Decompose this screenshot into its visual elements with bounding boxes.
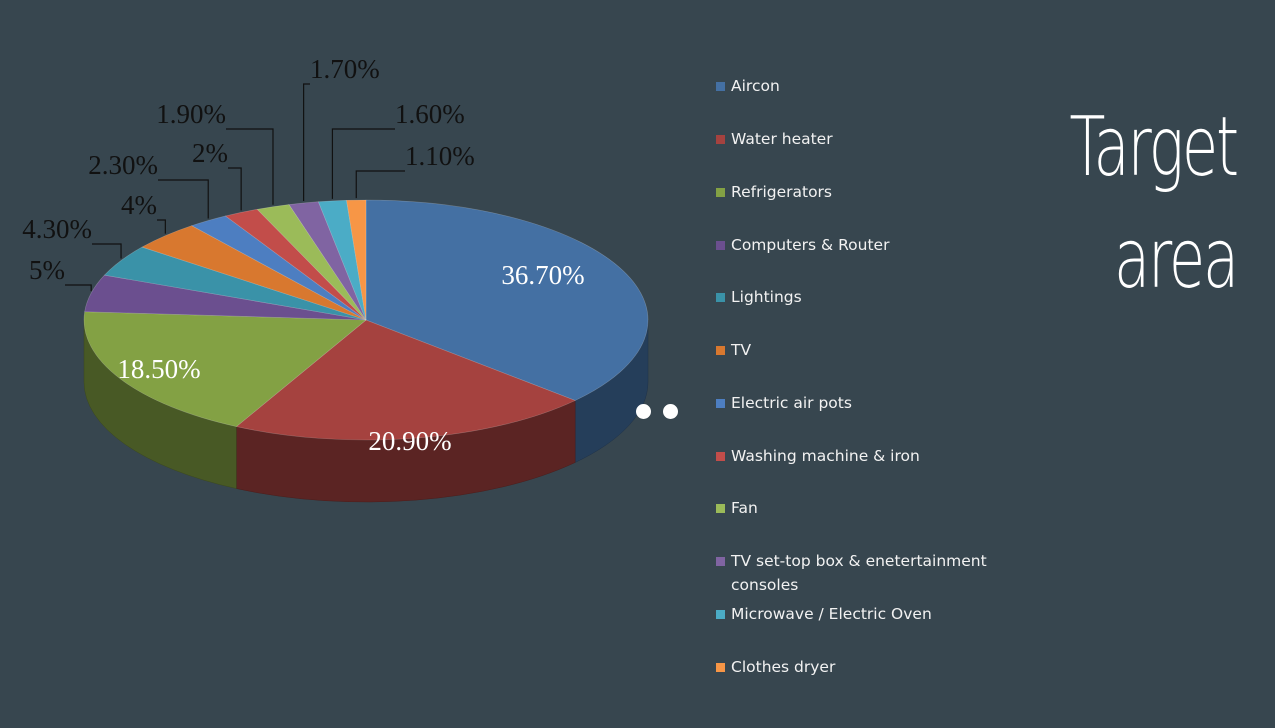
pie-data-labels: 36.70% 20.90% 18.50% 5% 4.30% 4% 2.30% 2% 1.90% 1… xyxy=(22,54,584,456)
pie-data-label: 4% xyxy=(121,190,157,220)
pie-slice xyxy=(84,274,367,321)
legend-swatch xyxy=(716,241,725,250)
legend-label: Washing machine & iron xyxy=(731,447,920,465)
legend-swatch xyxy=(716,399,725,408)
slide-dot xyxy=(636,404,651,419)
legend-label: Computers & Router xyxy=(731,236,890,254)
pie-slice xyxy=(365,199,649,401)
legend-label: Aircon xyxy=(731,77,780,95)
leader-line xyxy=(355,170,405,199)
pie-data-label: 2.30% xyxy=(88,150,158,180)
legend-item: Clothes dryer xyxy=(716,655,1001,679)
pie-data-label: 1.10% xyxy=(405,141,475,171)
legend-label: Electric air pots xyxy=(731,394,852,412)
pie-data-label: 18.50% xyxy=(117,354,200,384)
legend-item: Water heater xyxy=(716,127,1001,151)
leader-line xyxy=(226,128,274,205)
leader-line xyxy=(65,284,92,292)
leader-line xyxy=(92,243,122,259)
legend-label: Microwave / Electric Oven xyxy=(731,605,932,623)
legend-item: Washing machine & iron xyxy=(716,444,1001,468)
legend-item: TV xyxy=(716,338,1001,362)
pie-slice xyxy=(83,311,367,427)
legend-swatch xyxy=(716,346,725,355)
pie-chart: 36.70% 20.90% 18.50% 5% 4.30% 4% 2.30% 2% 1.90% 1… xyxy=(22,54,649,503)
legend-swatch xyxy=(716,557,725,566)
pie-slice xyxy=(103,246,367,321)
legend-item: Refrigerators xyxy=(716,180,1001,204)
legend-item: Computers & Router xyxy=(716,233,1001,257)
legend-label: Refrigerators xyxy=(731,183,832,201)
pie-slice xyxy=(317,199,367,321)
legend-swatch xyxy=(716,452,725,461)
legend-label: TV xyxy=(731,341,752,359)
pie-slice xyxy=(224,208,367,321)
pie-data-label: 1.60% xyxy=(395,99,465,129)
pie-slice xyxy=(235,319,576,441)
pie-data-label: 20.90% xyxy=(368,426,451,456)
leader-line xyxy=(228,167,242,211)
legend-swatch xyxy=(716,610,725,619)
legend-label: Lightings xyxy=(731,288,802,306)
leader-line xyxy=(331,128,395,199)
legend-label: Fan xyxy=(731,499,758,517)
pie-slice xyxy=(141,225,367,321)
legend-item: TV set-top box & enetertainment consoles xyxy=(716,549,1001,597)
pie-data-label: 36.70% xyxy=(501,260,584,290)
page-title: Target area xyxy=(1069,100,1239,307)
leader-line xyxy=(303,83,310,201)
legend-label: Clothes dryer xyxy=(731,658,836,676)
legend-label: Water heater xyxy=(731,130,833,148)
legend-swatch xyxy=(716,188,725,197)
legend-swatch xyxy=(716,504,725,513)
pie-data-label: 5% xyxy=(29,255,65,285)
legend-swatch xyxy=(716,663,725,672)
legend-item: Aircon xyxy=(716,74,1001,98)
legend-label: TV set-top box & enetertainment consoles xyxy=(731,552,987,594)
pie-data-label: 1.90% xyxy=(156,99,226,129)
legend-swatch xyxy=(716,293,725,302)
legend-swatch xyxy=(716,82,725,91)
legend-item: Electric air pots xyxy=(716,391,1001,415)
pie-slice xyxy=(191,215,367,321)
leader-line xyxy=(158,179,209,219)
pie-slice xyxy=(346,199,367,321)
slide-dot xyxy=(663,404,678,419)
leader-line xyxy=(157,219,166,234)
pie-data-label: 4.30% xyxy=(22,214,92,244)
pie-slice xyxy=(256,204,367,321)
pie-slices xyxy=(83,199,649,441)
legend-item: Lightings xyxy=(716,285,1001,309)
legend-item: Microwave / Electric Oven xyxy=(716,602,1001,626)
legend-swatch xyxy=(716,135,725,144)
pie-slice xyxy=(288,201,367,321)
pie-data-label: 2% xyxy=(192,138,228,168)
pie-data-label: 1.70% xyxy=(310,54,380,84)
legend-item: Fan xyxy=(716,496,1001,520)
slide-dots xyxy=(636,404,678,419)
